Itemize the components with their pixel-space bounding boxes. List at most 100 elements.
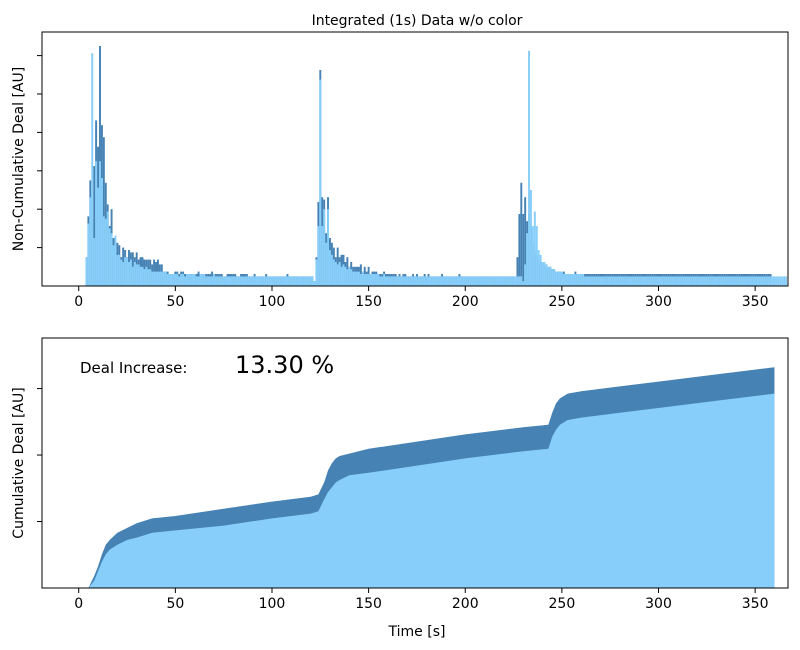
top-x-ticks: 0 50 100 150 200 250 300 350 [74,286,769,310]
bar-series-2 [605,276,608,286]
bar-series-2 [417,276,420,286]
bar-series-2 [475,276,478,286]
bar-series-2 [290,276,293,286]
bar-series-2 [116,254,119,286]
bar-series-2 [352,271,355,286]
bar-series-2 [334,262,337,286]
deal-increase-label: Deal Increase: [80,359,187,377]
bar-series-2 [777,276,780,286]
bar-series-2 [102,216,105,286]
bar-series-2 [690,276,693,286]
bar-series-2 [696,276,699,286]
bar-series-2 [589,276,592,286]
bar-series-2 [746,276,749,286]
bar-series-2 [448,276,451,286]
bar-series-2 [570,274,573,286]
bar-series-2 [763,276,766,286]
bar-series-2 [238,276,241,286]
bar-series-2 [158,271,161,286]
bar-series-2 [676,276,679,286]
bar-series-2 [375,274,378,286]
bar-series-2 [700,276,702,286]
bar-series-2 [282,276,285,286]
bar-series-2 [470,276,473,286]
bar-series-2 [493,276,496,286]
bar-series-2 [653,276,656,286]
bar-series-2 [149,269,152,286]
bar-series-2 [655,276,658,286]
bar-series-2 [325,242,328,286]
bar-series-2 [732,276,735,286]
bar-series-2 [711,276,714,286]
bar-series-2 [713,276,716,286]
bar-series-2 [249,276,252,286]
bar-series-2 [462,276,465,286]
bar-series-2 [460,276,463,286]
bar-series-2 [501,276,503,286]
bar-series-2 [665,276,668,286]
bar-series-2 [178,276,181,286]
bar-series-1 [520,182,523,286]
bar-series-2 [323,209,326,286]
bar-series-2 [771,276,774,286]
bar-series-2 [251,276,254,286]
bar-series-2 [342,264,345,286]
bar-series-2 [444,276,447,286]
bar-series-2 [767,276,770,286]
bar-series-2 [736,276,739,286]
bar-series-2 [562,274,565,286]
bar-series-2 [773,276,776,286]
bar-series-2 [419,276,422,286]
bar-series-2 [415,276,418,286]
bar-series-2 [557,271,559,286]
bar-series-2 [504,276,507,286]
top-y-axis-label: Non-Cumulative Deal [AU] [11,67,27,251]
bar-series-2 [162,271,165,286]
bar-series-2 [481,276,484,286]
bar-series-2 [143,269,146,286]
bar-series-2 [170,274,173,286]
bar-series-2 [522,281,525,286]
bar-series-2 [433,276,436,286]
bar-series-2 [748,276,751,286]
bar-series-2 [145,266,148,286]
bar-series-2 [423,276,426,286]
bar-series-2 [286,276,289,286]
bar-series-2 [560,271,563,286]
bar-series-2 [311,276,314,286]
bar-series-2 [487,276,490,286]
bar-series-2 [512,276,515,286]
bar-series-2 [155,271,157,286]
bar-series-2 [180,274,183,286]
bar-series-2 [122,262,125,286]
bar-series-2 [253,276,256,286]
bar-series-2 [135,264,138,286]
bar-series-2 [346,269,349,286]
bar-series-2 [425,276,428,286]
bar-series-2 [133,262,136,286]
bar-series-2 [128,262,130,286]
bar-series-2 [479,276,482,286]
bar-series-2 [191,274,194,286]
bar-series-2 [292,276,295,286]
bar-series-2 [207,276,210,286]
bar-series-2 [120,259,123,286]
bar-series-2 [288,276,291,286]
bar-series-2 [386,276,389,286]
bar-series-2 [427,276,430,286]
bar-series-2 [510,276,513,286]
bar-series-2 [607,276,610,286]
bar-series-2 [199,274,202,286]
bar-series-2 [151,271,154,286]
bottom-x-tick-label: 350 [742,596,769,612]
bar-series-2 [761,276,764,286]
bar-series-2 [779,276,782,286]
bar-series-2 [727,276,730,286]
bar-series-2 [595,276,598,286]
bar-series-2 [645,276,648,286]
bar-series-2 [91,53,94,287]
bar-series-2 [564,274,567,286]
bar-series-2 [205,276,208,286]
bar-series-2 [406,276,409,286]
bar-series-2 [371,274,374,286]
